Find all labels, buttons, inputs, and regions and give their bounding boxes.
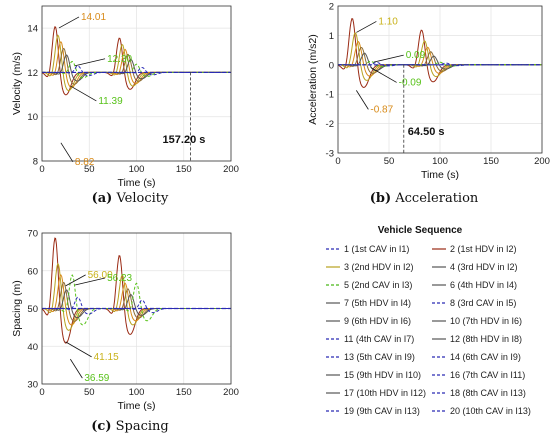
x-tick-label: 150 xyxy=(176,164,192,175)
annotation-label: 0.09 xyxy=(406,50,426,61)
curve-group xyxy=(42,26,231,96)
y-axis-label: Acceleration (m/s2) xyxy=(307,34,319,124)
legend-entry: 1 (1st CAV in I1) xyxy=(344,244,409,254)
annotation-label: 41.15 xyxy=(94,352,119,363)
y-axis-label: Spacing (m) xyxy=(11,280,23,337)
annotation-label: 12.30 xyxy=(107,54,132,65)
x-tick-label: 100 xyxy=(432,156,448,167)
annotation-arrow xyxy=(373,54,404,63)
annotation-arrow xyxy=(370,67,397,83)
annotation-arrow xyxy=(356,90,369,110)
y-tick-label: 0 xyxy=(329,60,334,71)
y-tick-label: 50 xyxy=(27,304,38,315)
y-tick-label: 40 xyxy=(27,342,38,353)
annotation-label: 56.23 xyxy=(107,273,132,284)
x-axis-label: Time (s) xyxy=(421,169,459,181)
annotation-label: 14.01 xyxy=(81,12,106,23)
annotation-arrow xyxy=(74,277,106,286)
legend-entry: 19 (9th CAV in I13) xyxy=(344,406,420,416)
y-tick-label: 8 xyxy=(33,157,38,168)
legend-entry: 3 (2nd HDV in I2) xyxy=(344,262,414,272)
y-tick-label: 10 xyxy=(27,112,38,123)
series-line xyxy=(42,274,231,326)
legend-entry: 4 (3rd HDV in I2) xyxy=(450,262,518,272)
settling-label: 157.20 s xyxy=(163,134,206,146)
x-tick-label: 50 xyxy=(384,156,395,167)
legend-entry: 15 (9th HDV in I10) xyxy=(344,370,421,380)
caption-b: (b) Acceleration xyxy=(370,191,479,206)
annotation-label: 11.39 xyxy=(98,96,123,107)
x-axis-label: Time (s) xyxy=(117,177,155,189)
x-tick-label: 0 xyxy=(39,164,44,175)
settling-label: 64.50 s xyxy=(408,126,445,138)
velocity-chart: 0 50 100 150 200 8 10 12 14 Time (s) Velocity (m/s… xyxy=(11,5,239,189)
axes-frame xyxy=(41,232,232,385)
x-tick-label: 100 xyxy=(129,387,145,398)
x-tick-label: 200 xyxy=(223,164,239,175)
legend-entry: 12 (8th HDV in I8) xyxy=(450,334,522,344)
annotation-label: 1.10 xyxy=(378,16,398,27)
x-tick-label: 0 xyxy=(335,156,340,167)
annotation-label: 56.00 xyxy=(88,270,113,281)
legend-entry: 11 (4th CAV in I7) xyxy=(344,334,414,344)
legend-entry: 10 (7th HDV in I6) xyxy=(450,316,522,326)
curve-group xyxy=(42,237,231,344)
legend-entry: 8 (3rd CAV in I5) xyxy=(450,298,516,308)
annotation-label: 8.82 xyxy=(75,157,95,168)
y-tick-label: -3 xyxy=(326,149,334,160)
y-tick-label: 1 xyxy=(329,31,334,42)
x-tick-label: 150 xyxy=(176,387,192,398)
legend-entry: 20 (10th CAV in I13) xyxy=(450,406,531,416)
x-tick-label: 100 xyxy=(129,164,145,175)
axes-frame xyxy=(41,5,232,162)
x-tick-label: 150 xyxy=(483,156,499,167)
y-tick-label: -1 xyxy=(326,90,334,101)
x-tick-label: 200 xyxy=(223,387,239,398)
y-axis-label: Velocity (m/s) xyxy=(11,52,23,115)
x-axis-label: Time (s) xyxy=(117,400,155,412)
y-tick-label: 30 xyxy=(27,380,38,391)
acceleration-chart: 0 50 100 150 200 -3 -2 -1 0 1 2 Time (s) Acceleratio… xyxy=(307,2,550,182)
annotation-label: 36.59 xyxy=(84,373,109,384)
legend-entry: 14 (6th CAV in I9) xyxy=(450,352,521,362)
annotation-arrow xyxy=(356,21,377,33)
legend-entry: 7 (5th HDV in I4) xyxy=(344,298,411,308)
axes-frame xyxy=(337,5,543,154)
legend-entry: 2 (1st HDV in I2) xyxy=(450,244,517,254)
legend-entry: 13 (5th CAV in I9) xyxy=(344,352,415,362)
x-tick-label: 50 xyxy=(84,164,95,175)
annotation-arrow xyxy=(70,358,83,379)
y-tick-label: -2 xyxy=(326,119,334,130)
spacing-chart: 0 50 100 150 200 30 40 50 60 70 Time (s) Spacing (m… xyxy=(11,229,239,413)
y-tick-label: 2 xyxy=(329,2,334,13)
x-tick-label: 0 xyxy=(39,387,44,398)
annotation-arrow xyxy=(74,58,106,67)
legend-entry: 6 (4th HDV in I4) xyxy=(450,280,517,290)
x-tick-label: 50 xyxy=(84,387,95,398)
legend-entry: 16 (7th CAV in I11) xyxy=(450,370,525,380)
legend: Vehicle Sequence 1 (1st CAV in I1) 2 (1st… xyxy=(326,225,531,416)
annotation-arrow xyxy=(65,274,86,287)
annotation-arrow xyxy=(58,16,80,29)
annotation-label: -0.09 xyxy=(399,77,422,88)
legend-entry: 18 (8th CAV in I13) xyxy=(450,388,526,398)
annotation-arrow xyxy=(70,85,97,102)
y-tick-label: 60 xyxy=(27,266,38,277)
y-tick-label: 12 xyxy=(27,68,38,79)
legend-title: Vehicle Sequence xyxy=(378,225,463,236)
caption-a: (a) Velocity xyxy=(92,191,169,206)
legend-entry: 5 (2nd CAV in I3) xyxy=(344,280,412,290)
annotation-label: -0.87 xyxy=(370,104,393,115)
x-tick-label: 200 xyxy=(534,156,550,167)
y-tick-label: 14 xyxy=(27,24,38,35)
curve-group xyxy=(338,17,542,88)
y-tick-label: 70 xyxy=(27,229,38,240)
annotation-arrow xyxy=(60,142,74,163)
annotation-arrow xyxy=(65,341,92,358)
legend-entry: 17 (10th HDV in I12) xyxy=(344,388,426,398)
caption-c: (c) Spacing xyxy=(91,419,168,434)
legend-entry: 9 (6th HDV in I6) xyxy=(344,316,411,326)
